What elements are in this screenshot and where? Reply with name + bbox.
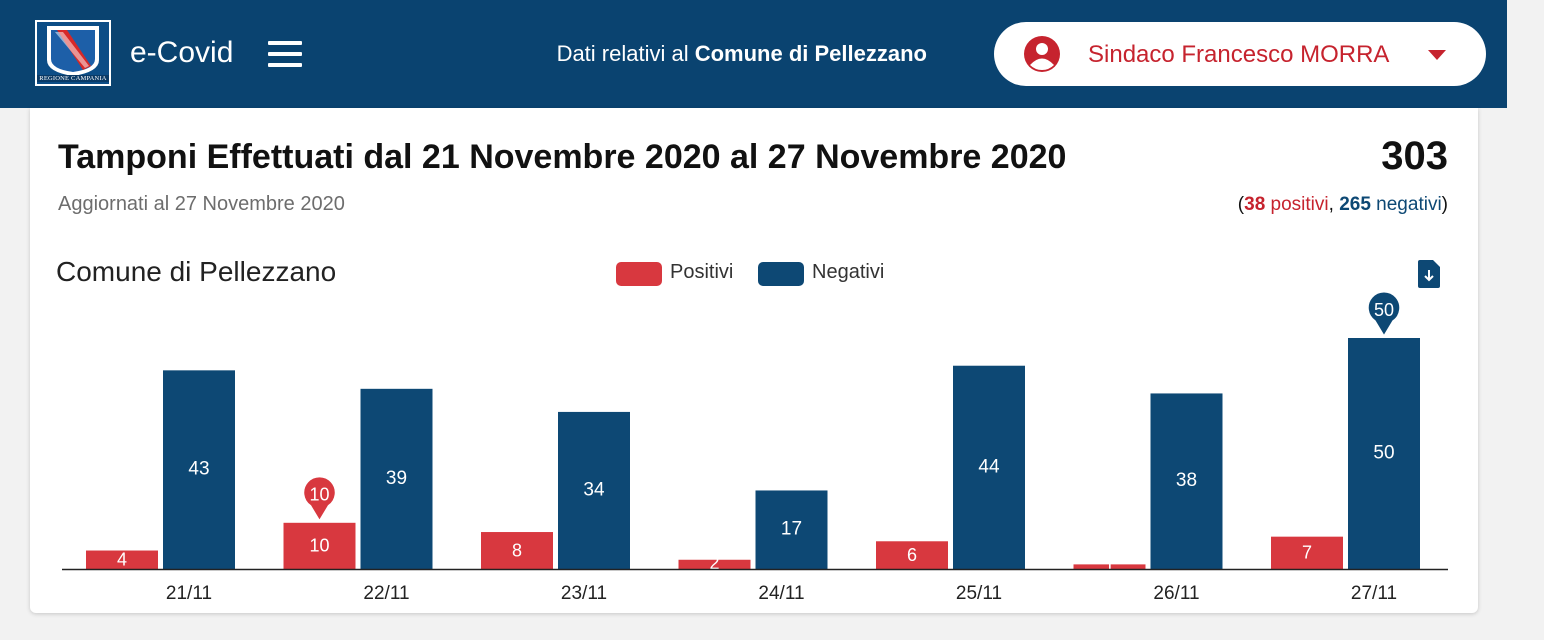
total-tests: 303 [1381, 134, 1448, 178]
x-tick-label: 24/11 [758, 583, 804, 604]
bar-positivi[interactable] [678, 559, 751, 569]
municipality-context: Dati relativi al Comune di Pellezzano [557, 41, 927, 67]
user-name: Sindaco Francesco MORRA [1088, 41, 1390, 68]
x-tick-label: 23/11 [561, 583, 607, 604]
file-download-icon[interactable] [1418, 260, 1440, 288]
user-menu-button[interactable]: Sindaco Francesco MORRA [994, 22, 1486, 86]
regione-campania-logo[interactable]: REGIONE CAMPANIA [35, 20, 111, 86]
tests-summary-card: Tamponi Effettuati dal 21 Novembre 2020 … [30, 108, 1478, 613]
bar-negativi[interactable] [1150, 393, 1223, 569]
x-tick-label: 26/11 [1153, 583, 1199, 604]
legend-swatch-negativi [758, 262, 804, 286]
data-label-positivi: 4 [117, 550, 127, 570]
bar-negativi[interactable] [755, 490, 828, 569]
data-label-positivi: 10 [309, 536, 329, 556]
data-label-negativi: 17 [781, 519, 802, 540]
max-marker-pin [302, 475, 337, 523]
bar-negativi[interactable] [1348, 338, 1420, 569]
updated-date: Aggiornati al 27 Novembre 2020 [58, 193, 345, 215]
positives-label: positivi [1270, 194, 1329, 215]
max-marker-label: 10 [309, 485, 329, 505]
legend-swatch-positivi [616, 262, 662, 286]
bar-positivi[interactable] [283, 522, 356, 569]
data-label-negativi: 50 [1373, 443, 1394, 464]
hamburger-icon[interactable] [268, 41, 302, 67]
top-app-bar: REGIONE CAMPANIA e-Covid Dati relativi a… [0, 0, 1507, 108]
data-label-positivi: 7 [1302, 543, 1312, 563]
negatives-count: 265 [1339, 194, 1371, 215]
data-label-negativi: 34 [583, 479, 605, 500]
data-label-negativi: 44 [978, 456, 1000, 477]
context-prefix: Dati relativi al [556, 41, 689, 66]
data-label-positivi: 8 [512, 540, 522, 560]
positives-count: 38 [1244, 194, 1266, 215]
x-tick-label: 25/11 [956, 583, 1002, 604]
x-tick-label: 21/11 [166, 583, 212, 604]
chart-title: Comune di Pellezzano [56, 256, 337, 287]
logo-emblem [47, 26, 99, 76]
data-label-positivi: 1 [1104, 555, 1114, 575]
legend-label-positivi: Positivi [670, 261, 734, 283]
bar-positivi[interactable] [1271, 536, 1343, 569]
bar-positivi[interactable] [876, 541, 948, 569]
caret-down-icon [1428, 50, 1446, 60]
max-marker-pin [1367, 291, 1401, 338]
bar-positivi[interactable] [1073, 564, 1146, 569]
data-label-positivi: 6 [907, 545, 917, 565]
x-tick-label: 22/11 [363, 583, 409, 604]
data-label-negativi: 39 [386, 468, 407, 489]
card-title: Tamponi Effettuati dal 21 Novembre 2020 … [58, 138, 1067, 176]
app-title: e-Covid [130, 36, 234, 69]
bar-negativi[interactable] [558, 411, 630, 569]
data-label-negativi: 38 [1176, 470, 1197, 491]
legend-label-negativi: Negativi [812, 261, 885, 283]
bar-negativi[interactable] [360, 388, 433, 569]
data-label-negativi: 43 [188, 459, 209, 480]
context-municipality: Comune di Pellezzano [694, 41, 927, 66]
negatives-label: negativi [1376, 194, 1442, 215]
bar-negativi[interactable] [953, 365, 1025, 569]
account-circle-icon [1024, 36, 1060, 72]
logo-text: REGIONE CAMPANIA [37, 75, 109, 82]
data-label-positivi: 2 [709, 553, 719, 573]
bar-chart: 44321/11103922/1183423/1121724/1164425/1… [62, 291, 1448, 604]
bar-positivi[interactable] [481, 532, 553, 569]
max-marker-label: 50 [1374, 300, 1394, 320]
x-tick-label: 27/11 [1351, 583, 1397, 604]
bar-positivi[interactable] [86, 550, 158, 569]
bar-negativi[interactable] [163, 370, 235, 569]
tests-breakdown: (38 positivi, 265 negativi) [1237, 194, 1448, 215]
